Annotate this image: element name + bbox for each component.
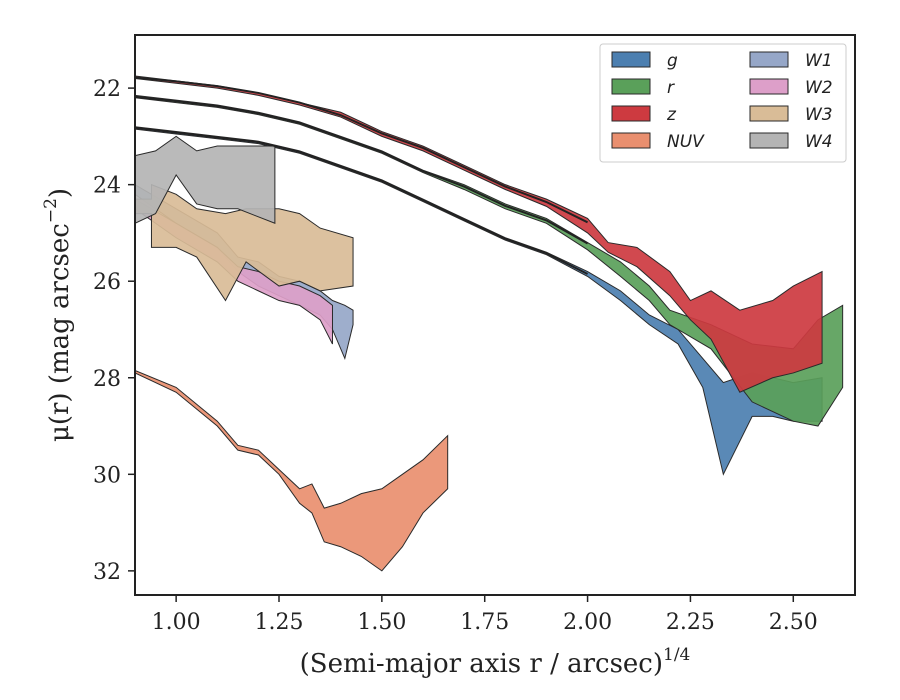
legend-swatch-w4 bbox=[749, 132, 789, 149]
legend-swatch-w2 bbox=[749, 78, 789, 95]
y-tick-label: 22 bbox=[93, 77, 121, 102]
legend-label-nuv: NUV bbox=[667, 132, 705, 152]
y-axis-ticks: 22 24 26 28 30 32 bbox=[93, 77, 135, 585]
legend: grz NUV W1 W2 W3 W4 bbox=[599, 43, 847, 163]
legend-swatch-g bbox=[611, 51, 651, 68]
legend-label-w2: W2 bbox=[805, 78, 833, 98]
y-tick-label: 24 bbox=[93, 174, 121, 199]
model-lines-layer bbox=[135, 76, 589, 275]
x-tick-label: 1.00 bbox=[152, 610, 201, 635]
y-tick-label: 26 bbox=[93, 270, 121, 295]
x-tick-label: 1.50 bbox=[357, 610, 406, 635]
axis-titles: (Semi-major axis r / arcsec)1/4 μ(r) (mag… bbox=[41, 188, 690, 679]
model-line-1 bbox=[135, 76, 589, 224]
plot-frame bbox=[134, 34, 856, 596]
band-w4 bbox=[135, 135, 276, 225]
band-w3 bbox=[135, 183, 354, 302]
legend-label-g: g bbox=[667, 51, 678, 71]
x-tick-label: 2.25 bbox=[666, 610, 715, 635]
legend-swatch-w3 bbox=[749, 105, 789, 122]
y-tick-label: 32 bbox=[93, 560, 121, 585]
model-line-3 bbox=[135, 126, 589, 275]
x-axis-title: (Semi-major axis r / arcsec)1/4 bbox=[300, 645, 691, 679]
legend-swatch-nuv bbox=[611, 132, 651, 149]
x-axis-ticks: 1.00 1.25 1.50 1.75 2.00 2.25 2.50 bbox=[152, 595, 818, 635]
legend-label-w4: W4 bbox=[805, 132, 833, 152]
legend-label-z: z bbox=[666, 105, 677, 125]
model-line-2 bbox=[135, 95, 589, 245]
x-tick-label: 2.50 bbox=[769, 610, 818, 635]
legend-swatch-z bbox=[611, 105, 651, 122]
legend-swatch-r bbox=[611, 78, 651, 95]
band-nuv bbox=[135, 369, 449, 572]
x-tick-label: 1.25 bbox=[255, 610, 304, 635]
band-z bbox=[135, 75, 823, 393]
y-tick-label: 28 bbox=[93, 367, 121, 392]
legend-label-w1: W1 bbox=[805, 51, 833, 71]
series-layer bbox=[135, 75, 844, 572]
x-tick-label: 2.00 bbox=[563, 610, 612, 635]
y-axis-title: μ(r) (mag arcsec−2) bbox=[41, 188, 75, 442]
x-tick-label: 1.75 bbox=[460, 610, 509, 635]
legend-swatch-w1 bbox=[749, 51, 789, 68]
y-tick-label: 30 bbox=[93, 463, 121, 488]
legend-label-w3: W3 bbox=[805, 105, 833, 125]
legend-label-r: r bbox=[667, 78, 675, 98]
